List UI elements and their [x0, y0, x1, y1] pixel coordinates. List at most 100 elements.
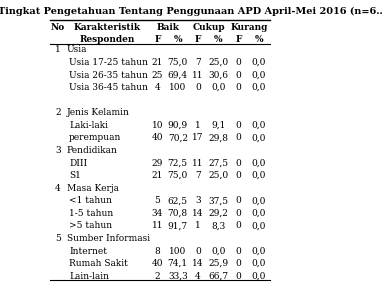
Text: perempuan: perempuan [69, 133, 121, 142]
Text: 0: 0 [195, 83, 201, 92]
Text: Tingkat Pengetahuan Tentang Penggunaan APD April-Mei 2016 (n=6…: Tingkat Pengetahuan Tentang Penggunaan A… [0, 7, 383, 16]
Text: Cukup: Cukup [193, 23, 225, 32]
Text: F: F [195, 35, 201, 44]
Text: 25,0: 25,0 [208, 58, 228, 67]
Text: %: % [254, 35, 263, 44]
Text: 29,2: 29,2 [208, 209, 228, 218]
Text: 100: 100 [169, 83, 187, 92]
Text: 1: 1 [195, 121, 201, 130]
Text: 21: 21 [152, 171, 163, 180]
Text: 0: 0 [236, 209, 241, 218]
Text: 29: 29 [152, 158, 163, 168]
Text: 25: 25 [152, 71, 163, 80]
Text: 0: 0 [236, 83, 241, 92]
Text: 7: 7 [195, 171, 201, 180]
Text: 1-5 tahun: 1-5 tahun [69, 209, 113, 218]
Text: 14: 14 [192, 259, 204, 268]
Text: Lain-lain: Lain-lain [69, 272, 109, 281]
Text: 37,5: 37,5 [208, 196, 228, 205]
Text: 0,0: 0,0 [252, 158, 266, 168]
Text: 5: 5 [55, 234, 61, 243]
Text: 62,5: 62,5 [168, 196, 188, 205]
Text: 10: 10 [152, 121, 163, 130]
Text: 0,0: 0,0 [252, 133, 266, 142]
Text: 3: 3 [195, 196, 201, 205]
Text: F: F [154, 35, 161, 44]
Text: 9,1: 9,1 [211, 121, 226, 130]
Text: 25,0: 25,0 [208, 171, 228, 180]
Text: 75,0: 75,0 [168, 58, 188, 67]
Text: 0: 0 [236, 158, 241, 168]
Text: 1: 1 [195, 221, 201, 230]
Text: 21: 21 [152, 58, 163, 67]
Text: 91,7: 91,7 [168, 221, 188, 230]
Text: 34: 34 [152, 209, 163, 218]
Text: 4: 4 [55, 184, 61, 193]
Text: Pendidikan: Pendidikan [67, 146, 118, 155]
Text: Internet: Internet [69, 247, 107, 255]
Text: 25,9: 25,9 [208, 259, 228, 268]
Text: 5: 5 [155, 196, 160, 205]
Text: 0: 0 [236, 58, 241, 67]
Text: >5 tahun: >5 tahun [69, 221, 112, 230]
Text: F: F [235, 35, 242, 44]
Text: 0: 0 [236, 196, 241, 205]
Text: 0: 0 [236, 133, 241, 142]
Text: 29,8: 29,8 [208, 133, 228, 142]
Text: 0,0: 0,0 [211, 83, 226, 92]
Text: Karakteristik: Karakteristik [74, 23, 141, 32]
Text: No: No [51, 23, 65, 32]
Text: %: % [173, 35, 182, 44]
Text: 1: 1 [55, 45, 61, 55]
Text: 27,5: 27,5 [208, 158, 228, 168]
Text: 0,0: 0,0 [211, 247, 226, 255]
Text: 4: 4 [195, 272, 201, 281]
Text: 3: 3 [55, 146, 61, 155]
Text: 0,0: 0,0 [252, 121, 266, 130]
Text: 0: 0 [236, 272, 241, 281]
Text: 0: 0 [236, 259, 241, 268]
Text: 11: 11 [192, 158, 204, 168]
Text: Usia: Usia [67, 45, 87, 55]
Text: 0,0: 0,0 [252, 196, 266, 205]
Text: 33,3: 33,3 [168, 272, 188, 281]
Text: 100: 100 [169, 247, 187, 255]
Text: 70,8: 70,8 [168, 209, 188, 218]
Text: 0,0: 0,0 [252, 209, 266, 218]
Text: 8,3: 8,3 [211, 221, 225, 230]
Text: Laki-laki: Laki-laki [69, 121, 108, 130]
Text: 0: 0 [236, 171, 241, 180]
Text: 7: 7 [195, 58, 201, 67]
Text: 66,7: 66,7 [208, 272, 228, 281]
Text: <1 tahun: <1 tahun [69, 196, 112, 205]
Text: 17: 17 [192, 133, 204, 142]
Text: 40: 40 [152, 133, 163, 142]
Text: Usia 26-35 tahun: Usia 26-35 tahun [69, 71, 148, 80]
Text: 90,9: 90,9 [168, 121, 188, 130]
Text: 0,0: 0,0 [252, 58, 266, 67]
Text: 0,0: 0,0 [252, 83, 266, 92]
Text: Usia 17-25 tahun: Usia 17-25 tahun [69, 58, 148, 67]
Text: 0,0: 0,0 [252, 221, 266, 230]
Text: Rumah Sakit: Rumah Sakit [69, 259, 128, 268]
Text: 0,0: 0,0 [252, 171, 266, 180]
Text: S1: S1 [69, 171, 81, 180]
Text: Kurang: Kurang [231, 23, 268, 32]
Text: 0,0: 0,0 [252, 247, 266, 255]
Text: 11: 11 [192, 71, 204, 80]
Text: 4: 4 [155, 83, 160, 92]
Text: 0: 0 [236, 247, 241, 255]
Text: 0,0: 0,0 [252, 259, 266, 268]
Text: Sumber Informasi: Sumber Informasi [67, 234, 150, 243]
Text: Usia 36-45 tahun: Usia 36-45 tahun [69, 83, 148, 92]
Text: %: % [214, 35, 223, 44]
Text: Masa Kerja: Masa Kerja [67, 184, 119, 193]
Text: 8: 8 [155, 247, 160, 255]
Text: Responden: Responden [79, 35, 134, 44]
Text: Jenis Kelamin: Jenis Kelamin [67, 108, 130, 117]
Text: 0,0: 0,0 [252, 272, 266, 281]
Text: 72,5: 72,5 [168, 158, 188, 168]
Text: 0: 0 [236, 71, 241, 80]
Text: 69,4: 69,4 [168, 71, 188, 80]
Text: 0,0: 0,0 [252, 71, 266, 80]
